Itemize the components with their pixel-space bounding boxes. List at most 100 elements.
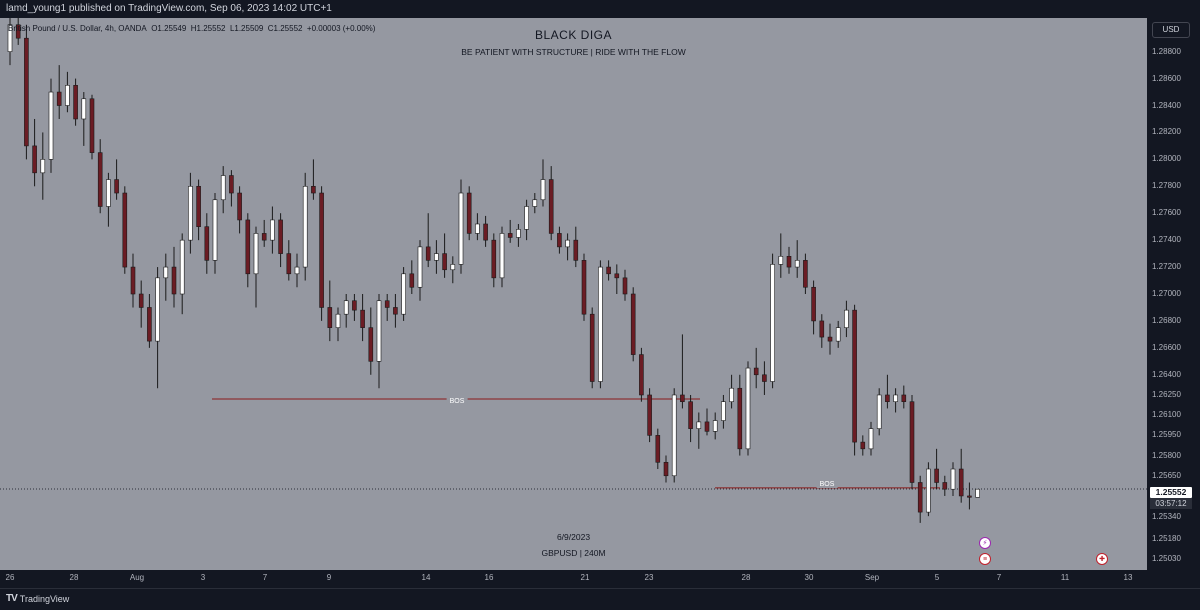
candle — [917, 475, 923, 523]
chart-area[interactable]: British Pound / U.S. Dollar, 4h, OANDA O… — [0, 18, 1147, 570]
candle — [893, 388, 898, 413]
price-tick-label: 1.28800 — [1152, 46, 1181, 56]
candle — [852, 304, 857, 456]
candle — [171, 246, 177, 308]
us-flag-icon[interactable]: ≡ — [979, 553, 991, 565]
candle — [122, 186, 128, 274]
publish-header: lamd_young1 published on TradingView.com… — [0, 0, 1200, 18]
price-tick-label: 1.27600 — [1152, 208, 1181, 218]
candle — [942, 475, 948, 496]
candle — [89, 94, 95, 160]
candle — [343, 294, 349, 328]
publish-text: lamd_young1 published on TradingView.com… — [6, 3, 332, 14]
tv-logo-icon: TV — [6, 593, 18, 604]
candle — [762, 361, 767, 395]
brand-name: TradingView — [19, 593, 70, 604]
tradingview-logo[interactable]: TV TradingView — [6, 593, 69, 604]
candle — [401, 267, 406, 321]
price-tick-label: 1.26600 — [1152, 342, 1181, 352]
candle — [819, 314, 825, 348]
candle — [311, 159, 316, 200]
price-axis[interactable] — [1147, 18, 1200, 570]
candle — [491, 233, 497, 288]
candlestick-chart[interactable] — [0, 18, 1147, 570]
candle — [499, 226, 505, 288]
candle — [15, 18, 21, 45]
watermark-date: 6/9/2023 — [556, 532, 591, 542]
candle — [950, 462, 956, 496]
bos-label: BOS — [446, 398, 468, 405]
candle — [868, 421, 874, 456]
candle — [663, 455, 669, 483]
lightning-icon[interactable]: ⚡ — [979, 537, 991, 549]
price-tick-label: 1.27000 — [1152, 289, 1181, 298]
candle — [581, 253, 587, 321]
candle — [434, 240, 439, 274]
price-tick-label: 1.25950 — [1152, 430, 1181, 440]
candle — [138, 280, 144, 328]
time-tick-label: 11 — [1060, 573, 1070, 582]
candle — [844, 300, 849, 338]
legend-change: +0.00003 (+0.00%) — [306, 24, 376, 33]
bos-label: BOS — [816, 481, 838, 488]
candle — [835, 320, 841, 348]
candle — [302, 172, 308, 281]
candle — [786, 246, 792, 274]
candle — [614, 264, 620, 294]
candle — [827, 323, 833, 355]
time-tick-label: 30 — [804, 573, 814, 582]
candle — [975, 488, 980, 498]
legend-open: O1.25549 — [151, 24, 187, 33]
candle — [65, 71, 70, 113]
uk-flag-icon[interactable]: ✚ — [1096, 553, 1108, 565]
candle — [417, 240, 423, 301]
candle — [712, 412, 718, 440]
candle — [606, 260, 611, 281]
candle — [876, 388, 882, 436]
time-tick-label: 3 — [200, 573, 206, 582]
chart-title: BLACK DIGA — [534, 28, 613, 42]
candle — [48, 78, 54, 173]
time-tick-label: 9 — [326, 573, 332, 582]
price-tick-label: 1.28400 — [1152, 100, 1181, 110]
candle — [860, 435, 866, 456]
price-tick-label: 1.28200 — [1152, 127, 1181, 137]
candle — [794, 240, 800, 278]
candle — [458, 179, 464, 274]
candle — [179, 233, 185, 315]
candle — [106, 172, 111, 227]
candle — [220, 166, 226, 214]
candle — [778, 233, 784, 278]
candle — [425, 213, 431, 268]
candle — [926, 462, 931, 517]
currency-badge[interactable]: USD — [1152, 22, 1190, 38]
candle — [73, 78, 78, 126]
candle — [393, 294, 398, 328]
candle — [532, 193, 538, 214]
candle — [729, 374, 734, 409]
time-tick-label: 13 — [1123, 573, 1133, 582]
candle — [278, 213, 283, 268]
candle — [803, 253, 808, 294]
candle — [770, 253, 775, 389]
candle — [655, 428, 661, 470]
chart-subtitle: BE PATIENT WITH STRUCTURE | RIDE WITH TH… — [461, 47, 686, 57]
price-tick-label: 1.28000 — [1152, 154, 1181, 164]
candle — [147, 294, 152, 348]
candle — [81, 92, 87, 146]
candle — [114, 159, 119, 200]
price-tick-label: 1.25650 — [1152, 470, 1181, 480]
candle — [32, 118, 37, 187]
time-axis[interactable] — [0, 570, 1147, 588]
price-tick-label: 1.27200 — [1152, 262, 1181, 272]
candle — [630, 287, 636, 362]
candle — [212, 193, 218, 274]
candle — [335, 307, 341, 342]
candle — [901, 385, 907, 409]
candle — [442, 233, 447, 278]
legend-high: H1.25552 — [190, 24, 226, 33]
candle — [7, 18, 13, 66]
candle — [188, 172, 193, 254]
candle — [261, 219, 267, 247]
candle — [130, 253, 136, 308]
